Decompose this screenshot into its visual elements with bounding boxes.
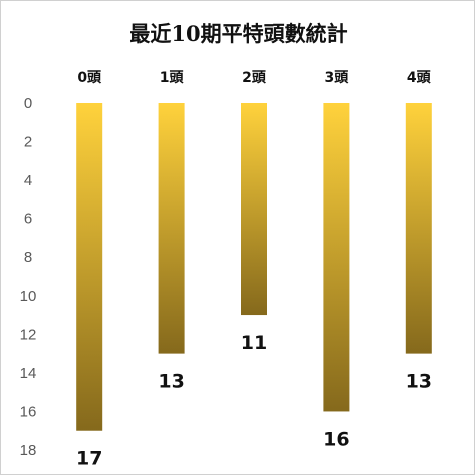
data-label: 13 <box>158 371 184 393</box>
y-tick-label: 0 <box>24 95 32 112</box>
y-tick-label: 2 <box>24 134 32 151</box>
bar-series <box>76 103 432 431</box>
x-category-label: 4頭 <box>407 70 432 86</box>
x-category-label: 1頭 <box>160 70 185 86</box>
y-tick-label: 4 <box>24 172 32 189</box>
x-category-label: 2頭 <box>242 70 267 86</box>
y-tick-label: 18 <box>20 442 37 459</box>
bar <box>158 103 185 354</box>
chart-title: 最近10期平特頭數統計 <box>129 21 348 46</box>
data-label: 17 <box>76 448 102 470</box>
y-tick-label: 14 <box>20 365 37 382</box>
data-label: 11 <box>241 332 267 354</box>
data-label: 13 <box>406 371 432 393</box>
y-tick-label: 10 <box>20 288 37 305</box>
data-label: 16 <box>323 428 349 450</box>
y-tick-label: 8 <box>24 249 32 266</box>
y-axis: 0 2 4 6 8 10 12 14 16 18 <box>20 95 37 459</box>
data-labels: 17 13 11 16 13 <box>76 332 432 470</box>
bar <box>241 103 267 316</box>
y-tick-label: 6 <box>24 211 32 228</box>
y-tick-label: 12 <box>20 326 37 343</box>
x-category-label: 0頭 <box>77 70 102 86</box>
x-axis: 0頭 1頭 2頭 3頭 4頭 <box>77 70 431 86</box>
bar <box>76 103 103 431</box>
bar <box>405 103 432 354</box>
y-tick-label: 16 <box>20 403 37 420</box>
bar <box>323 103 350 412</box>
x-category-label: 3頭 <box>325 70 350 86</box>
